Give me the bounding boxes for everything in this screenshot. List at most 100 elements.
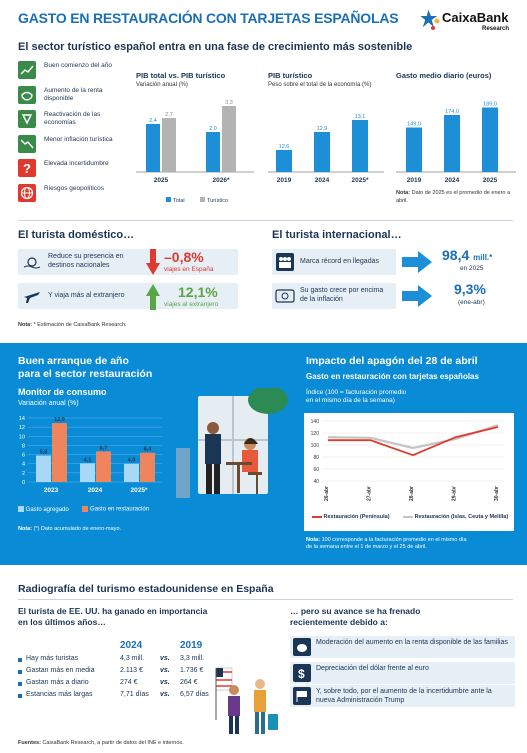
- blackout-title: Impacto del apagón del 28 de abril: [306, 355, 478, 367]
- consumo-ytick-label: 2: [22, 471, 25, 477]
- gasto-tick-label: 2019: [407, 177, 422, 184]
- usa-row-vs: vs.: [160, 679, 170, 686]
- sector-item-label: Elevada incertidumbre: [44, 160, 109, 167]
- pibtur-tick-label: 2019: [277, 177, 292, 184]
- pibtur-bar: [276, 150, 292, 172]
- sector-item-label: Riesgos geopolíticos: [44, 184, 104, 192]
- sector-item-label: Aumento de la renta disponible: [44, 86, 103, 102]
- piggy-bank-icon: [18, 85, 36, 104]
- gasto-chart: 149,0 2019 174,0 2024 189,0 2025: [396, 102, 516, 184]
- usa-row-vs: vs.: [160, 655, 170, 662]
- pib-tur-chart-title: PIB turístico: [268, 71, 313, 80]
- pibtur-bar-label: 13,1: [355, 114, 366, 120]
- consumo-ytick-label: 14: [19, 416, 25, 422]
- domestic-row-2-sub: viajes al extranjero: [164, 301, 219, 308]
- usa-reason: [290, 662, 515, 684]
- flag-icon: [293, 687, 311, 705]
- international-row-1-value: 98,4 mill.*: [442, 247, 493, 263]
- brand-sub: Research: [482, 26, 510, 32]
- question-icon: ?: [18, 159, 36, 177]
- arrow-up-icon: [146, 284, 160, 310]
- sun-icon: [23, 257, 41, 269]
- consumo-chart-title: Monitor de consumo: [18, 387, 107, 397]
- sector-item-label: Reactivación de las economías: [44, 111, 101, 126]
- card-icon: [275, 289, 295, 303]
- gasto-bar: [482, 107, 498, 172]
- trend-down-icon: [18, 134, 36, 153]
- restaurant-illustration: [176, 388, 288, 498]
- domestic-row-1-value: –0,8%: [164, 249, 204, 265]
- consumo-bar-label: 6,4: [144, 447, 153, 453]
- pib-bar: [206, 132, 220, 172]
- usa-year-b: 2019: [180, 640, 203, 651]
- international-row-2-sub: (ene-abr): [458, 299, 485, 306]
- usa-row-value-2024: 2.113 €: [120, 667, 143, 674]
- pib-bar-label: 2,0: [209, 126, 217, 132]
- consumo-ytick-label: 0: [22, 480, 25, 486]
- consumo-bar: [124, 463, 139, 482]
- page-title: GASTO EN RESTAURACIÓN CON TARJETAS ESPAÑ…: [18, 10, 399, 26]
- domestic-row-1-text: Reduce su presencia en destinos nacional…: [48, 253, 124, 269]
- usa-title: Radiografía del turismo estadounidense e…: [18, 583, 274, 595]
- arrow-down-icon: [146, 249, 160, 275]
- consumo-chart-subtitle: Variación anual (%): [18, 400, 79, 407]
- plane-icon: [24, 292, 40, 303]
- pibtur-tick-label: 2025*: [352, 177, 369, 184]
- blackout-legend: Restauración (Península) Restauración (I…: [312, 514, 508, 520]
- brand-logo: CaixaBank Research: [420, 8, 515, 38]
- domestic-title: El turista doméstico…: [18, 229, 135, 241]
- usa-reason: [290, 636, 515, 658]
- gasto-bar-label: 189,0: [483, 102, 497, 108]
- usa-row-bullet: [18, 682, 22, 686]
- people-icon: [276, 253, 294, 271]
- usa-reason-text: Depreciación del dólar frente al euro: [316, 665, 429, 672]
- pib-bar-label: 2,7: [165, 112, 173, 118]
- network-icon: [18, 110, 36, 128]
- trend-up-icon: [18, 61, 36, 79]
- usa-row-value-2019: 3,3 mill.: [180, 655, 205, 662]
- blackout-series-line: [328, 426, 499, 457]
- usa-row-bullet: [18, 670, 22, 674]
- consumo-bar-label: 6,7: [100, 445, 108, 451]
- domestic-row-2-text: Y viaja más al extranjero: [48, 292, 125, 299]
- blackout-ytick-label: 60: [313, 467, 319, 473]
- usa-row-value-2024: 274 €: [120, 679, 138, 686]
- sector-title: El sector turístico español entra en una…: [18, 41, 413, 53]
- tourists-illustration: [215, 667, 278, 734]
- usa-reason-text: Moderación del aumento en la renta dispo…: [316, 639, 508, 646]
- piggy-bank-icon: [293, 638, 311, 656]
- pib-chart-subtitle: Variación anual (%): [136, 82, 188, 88]
- usa-row-value-2019: 264 €: [180, 679, 198, 686]
- globe-icon: [18, 183, 36, 202]
- pibtur-bar-label: 12,9: [317, 126, 328, 132]
- consumo-bar-label: 4,0: [128, 458, 136, 464]
- pib-legend-swatch: [166, 197, 171, 202]
- caixabank-star-icon: [420, 9, 440, 30]
- usa-row-label: Gastan más en media: [26, 667, 95, 674]
- usa-right-title: … pero su avance se ha frenado recientem…: [290, 606, 421, 627]
- domestic-note: Nota: * Estimación de CaixaBank Research…: [18, 322, 127, 328]
- blackout-xtick-label: 29-abr: [452, 486, 458, 501]
- usa-row-label: Gastan más a diario: [26, 679, 89, 686]
- footer-sources: Fuentes: CaixaBank Research, a partir de…: [18, 740, 184, 746]
- consumo-bar: [36, 455, 51, 482]
- international-row-1-sub: en 2025: [460, 265, 484, 272]
- pibtur-bar-label: 12,6: [279, 144, 290, 150]
- pib-bar: [162, 118, 176, 172]
- brand-name: CaixaBank: [442, 10, 509, 25]
- arrow-right-icon: [402, 251, 432, 273]
- consumo-ytick-label: 4: [22, 462, 25, 468]
- blackout-series-line: [327, 424, 499, 450]
- usa-row-value-2024: 7,71 días: [120, 691, 149, 698]
- blackout-ytick-label: 40: [313, 479, 319, 485]
- pib-bar: [222, 106, 236, 172]
- gasto-bar: [444, 115, 460, 172]
- pib-legend-label: Total: [173, 198, 185, 204]
- blackout-xtick-label: 30-abr: [494, 486, 500, 501]
- blackout-xtick-label: 26-abr: [324, 486, 330, 501]
- consumo-bar: [140, 452, 155, 482]
- arrow-right-icon: [402, 285, 432, 307]
- gasto-bar-label: 149,0: [407, 122, 421, 128]
- pib-bar-label: 2,4: [149, 118, 157, 124]
- usa-row-vs: vs.: [160, 691, 170, 698]
